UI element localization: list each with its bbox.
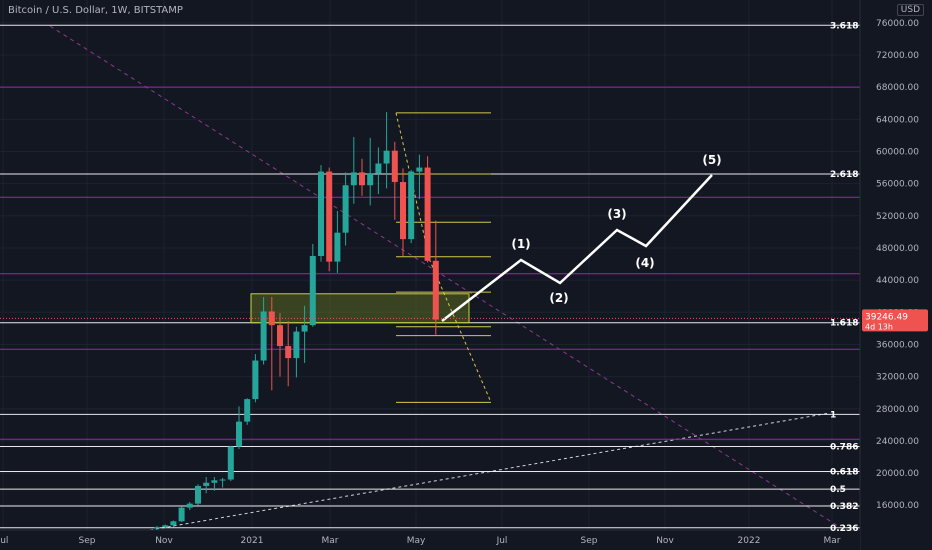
horizontal-levels [0, 24, 860, 529]
time-tick-7: Sep [581, 536, 598, 546]
candle-body-1 [162, 525, 169, 527]
candle-body-15 [277, 325, 283, 347]
candle-body-29 [391, 150, 398, 183]
time-tick-6: Jul [496, 536, 508, 546]
price-tick-1: 72000.00 [876, 51, 919, 61]
candle-body-33 [424, 167, 431, 261]
candle-body-26 [367, 173, 374, 186]
candle-body-20 [318, 171, 324, 256]
price-tick-8: 44000.00 [876, 276, 919, 286]
time-tick-10: Mar [824, 536, 841, 546]
candle-body-8 [219, 479, 226, 481]
fib-label-2: 1.618 [830, 319, 858, 329]
elliott-wave-path: (1) (2) (3) (4) (5) [441, 153, 722, 322]
fib-label-0: 3.618 [830, 21, 858, 31]
candle-body-30 [400, 182, 406, 240]
candlesticks [154, 112, 439, 531]
time-tick-8: Nov [656, 536, 674, 546]
candle-body-9 [227, 446, 234, 480]
candle-body-13 [260, 311, 267, 361]
time-tick-9: 2022 [738, 536, 761, 546]
candle-body-6 [203, 482, 210, 486]
candle-body-18 [301, 325, 308, 332]
candle-body-12 [252, 360, 259, 400]
candle-body-28 [383, 150, 390, 164]
candle-body-10 [236, 421, 242, 447]
currency-badge[interactable]: USD [896, 4, 924, 16]
time-tick-1: Sep [79, 536, 96, 546]
price-tick-5: 56000.00 [876, 180, 919, 190]
fib-label-8: 0.236 [830, 524, 858, 534]
fib-label-5: 0.618 [830, 467, 858, 477]
wave-label-5: (5) [702, 153, 721, 167]
time-tick-2: Nov [155, 536, 173, 546]
fib-level-labels: 3.618 2.618 1.618 1 0.786 0.618 0.5 0.382 0.236 [830, 21, 858, 534]
candle-body-23 [342, 185, 349, 233]
time-axis-bg [0, 530, 860, 550]
wave-projection-line [441, 174, 713, 322]
grid [0, 0, 860, 530]
candle-body-3 [178, 507, 185, 522]
current-price-countdown: 4d 13h [865, 322, 893, 331]
price-tick-10: 36000.00 [876, 340, 919, 350]
candle-body-11 [244, 399, 251, 422]
current-price-value: 39246.49 [865, 312, 908, 322]
candle-body-17 [293, 331, 300, 359]
fib-label-4: 0.786 [830, 443, 858, 453]
fib-label-7: 0.382 [830, 502, 858, 512]
candle-body-22 [334, 232, 341, 262]
candle-body-14 [268, 311, 275, 326]
price-axis[interactable]: 76000.00 72000.00 68000.00 64000.00 60000.00… [859, 0, 932, 550]
chart-title: Bitcoin / U.S. Dollar, 1W, BITSTAMP [8, 5, 183, 16]
candle-body-24 [350, 172, 357, 186]
wave-label-3: (3) [607, 207, 626, 221]
candle-body-31 [408, 171, 415, 240]
candle-body-5 [195, 485, 201, 504]
price-tick-2: 68000.00 [876, 83, 919, 93]
fib-label-1: 2.618 [830, 170, 858, 180]
candle-body-34 [432, 260, 439, 320]
fib-label-3: 1 [830, 410, 836, 420]
price-tick-4: 60000.00 [876, 147, 919, 157]
price-tick-6: 52000.00 [876, 212, 919, 222]
wave-label-1: (1) [511, 237, 530, 251]
price-tick-3: 64000.00 [876, 115, 919, 125]
price-tick-0: 76000.00 [876, 19, 919, 29]
price-tick-11: 32000.00 [876, 373, 919, 383]
candle-body-25 [359, 172, 365, 186]
candle-body-16 [285, 346, 292, 359]
price-tick-14: 20000.00 [876, 469, 919, 479]
time-axis[interactable]: Jul Sep Nov 2021 Mar May Jul Sep Nov 2022 Mar [0, 529, 860, 550]
time-tick-4: Mar [322, 536, 339, 546]
candle-body-2 [170, 521, 177, 526]
price-axis-bg [860, 0, 932, 550]
price-tick-15: 16000.00 [876, 501, 919, 511]
wave-label-2: (2) [549, 291, 568, 305]
candle-body-32 [416, 167, 423, 172]
candle-body-19 [309, 256, 316, 326]
candle-body-4 [186, 503, 193, 508]
time-tick-5: May [407, 536, 426, 546]
price-tick-12: 28000.00 [876, 405, 919, 415]
candle-body-21 [326, 171, 333, 262]
wave-label-4: (4) [635, 256, 654, 270]
candle-body-0 [154, 526, 160, 529]
time-tick-0: Jul [0, 536, 8, 546]
price-tick-7: 48000.00 [876, 244, 919, 254]
time-tick-3: 2021 [241, 536, 264, 546]
candle-body-27 [375, 163, 382, 174]
candle-body-7 [211, 480, 218, 483]
current-price-box [862, 309, 928, 332]
fib-label-6: 0.5 [830, 485, 846, 495]
price-tick-13: 24000.00 [876, 437, 919, 447]
